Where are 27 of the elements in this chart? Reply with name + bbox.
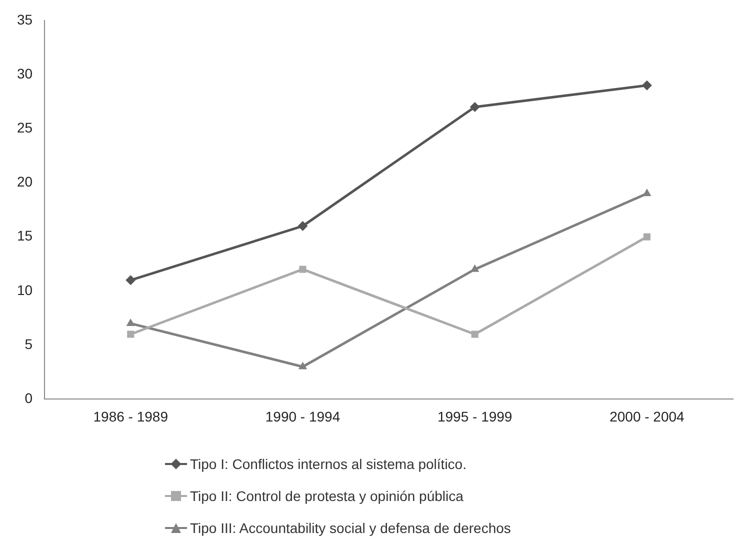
x-tick-label: 1990 - 1994	[265, 408, 340, 424]
point	[126, 318, 135, 326]
point	[298, 221, 308, 232]
x-tick-label: 1986 - 1989	[93, 408, 168, 424]
legend-label: Tipo I: Conflictos internos al sistema político.	[190, 456, 466, 472]
point	[642, 188, 652, 196]
y-tick-label: 5	[24, 336, 33, 352]
y-tick-label: 35	[16, 11, 33, 28]
legend-label: Tipo III: Accountability social y defensa de derechos	[190, 520, 511, 536]
y-tick-label: 0	[24, 390, 33, 406]
point	[642, 80, 652, 90]
legend-label: Tipo II: Control de protesta y opinión pública	[190, 488, 464, 504]
point	[471, 330, 478, 338]
y-tick-label: 20	[16, 174, 33, 190]
point	[126, 275, 136, 286]
y-tick-label: 30	[16, 65, 33, 82]
point	[299, 266, 306, 273]
point	[127, 330, 134, 338]
point	[470, 264, 480, 272]
x-tick-label: 1995 - 1999	[437, 408, 512, 424]
x-tick-label: 2000 - 2004	[610, 408, 685, 424]
y-tick-label: 15	[16, 228, 33, 244]
point	[643, 233, 650, 240]
point	[470, 102, 480, 112]
y-tick-label: 10	[16, 282, 33, 298]
point	[298, 362, 308, 370]
y-tick-label: 25	[16, 119, 33, 136]
